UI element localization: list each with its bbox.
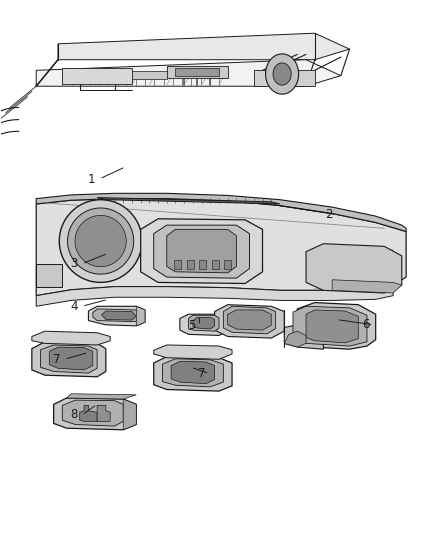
Polygon shape (223, 306, 276, 334)
Polygon shape (162, 359, 223, 387)
Polygon shape (254, 70, 315, 86)
Polygon shape (97, 406, 110, 421)
Polygon shape (154, 345, 232, 359)
Text: 3: 3 (70, 257, 78, 270)
Polygon shape (284, 331, 306, 347)
Polygon shape (176, 68, 219, 76)
Polygon shape (224, 260, 231, 269)
Polygon shape (62, 68, 132, 84)
Polygon shape (36, 199, 406, 296)
Text: 8: 8 (70, 408, 78, 422)
Polygon shape (174, 260, 181, 269)
Polygon shape (265, 54, 299, 94)
Polygon shape (228, 310, 271, 330)
Polygon shape (187, 260, 194, 269)
Polygon shape (284, 325, 323, 349)
Text: 7: 7 (198, 367, 205, 380)
Polygon shape (154, 225, 250, 278)
Polygon shape (171, 361, 215, 384)
Polygon shape (332, 280, 402, 293)
Polygon shape (36, 285, 393, 306)
Polygon shape (102, 311, 136, 320)
Polygon shape (132, 71, 167, 79)
Polygon shape (297, 303, 376, 349)
Polygon shape (36, 193, 406, 231)
Polygon shape (36, 264, 62, 287)
Polygon shape (167, 66, 228, 78)
Text: 6: 6 (362, 318, 369, 332)
Polygon shape (97, 198, 280, 204)
Polygon shape (67, 208, 134, 274)
Polygon shape (180, 314, 228, 335)
Polygon shape (53, 398, 136, 430)
Polygon shape (215, 305, 284, 338)
Polygon shape (59, 200, 142, 282)
Text: 2: 2 (325, 208, 332, 221)
Polygon shape (80, 406, 97, 421)
Polygon shape (93, 309, 141, 321)
Polygon shape (32, 331, 110, 345)
Polygon shape (62, 400, 123, 426)
Polygon shape (306, 244, 402, 293)
Text: 5: 5 (188, 319, 195, 333)
Polygon shape (49, 347, 93, 370)
Polygon shape (212, 260, 219, 269)
Polygon shape (75, 215, 126, 266)
Polygon shape (123, 399, 136, 430)
Polygon shape (32, 342, 106, 377)
Polygon shape (136, 306, 145, 326)
Polygon shape (67, 394, 136, 399)
Polygon shape (193, 317, 215, 329)
Polygon shape (199, 260, 206, 269)
Polygon shape (88, 306, 145, 326)
Polygon shape (36, 60, 341, 86)
Polygon shape (306, 310, 358, 343)
Polygon shape (188, 316, 219, 331)
Polygon shape (273, 63, 291, 85)
Text: 1: 1 (88, 173, 95, 185)
Polygon shape (58, 33, 350, 60)
Text: 4: 4 (70, 300, 78, 313)
Polygon shape (167, 229, 237, 273)
Text: 7: 7 (53, 353, 60, 366)
Polygon shape (293, 306, 367, 346)
Polygon shape (154, 357, 232, 391)
Polygon shape (41, 345, 97, 373)
Polygon shape (141, 219, 262, 284)
